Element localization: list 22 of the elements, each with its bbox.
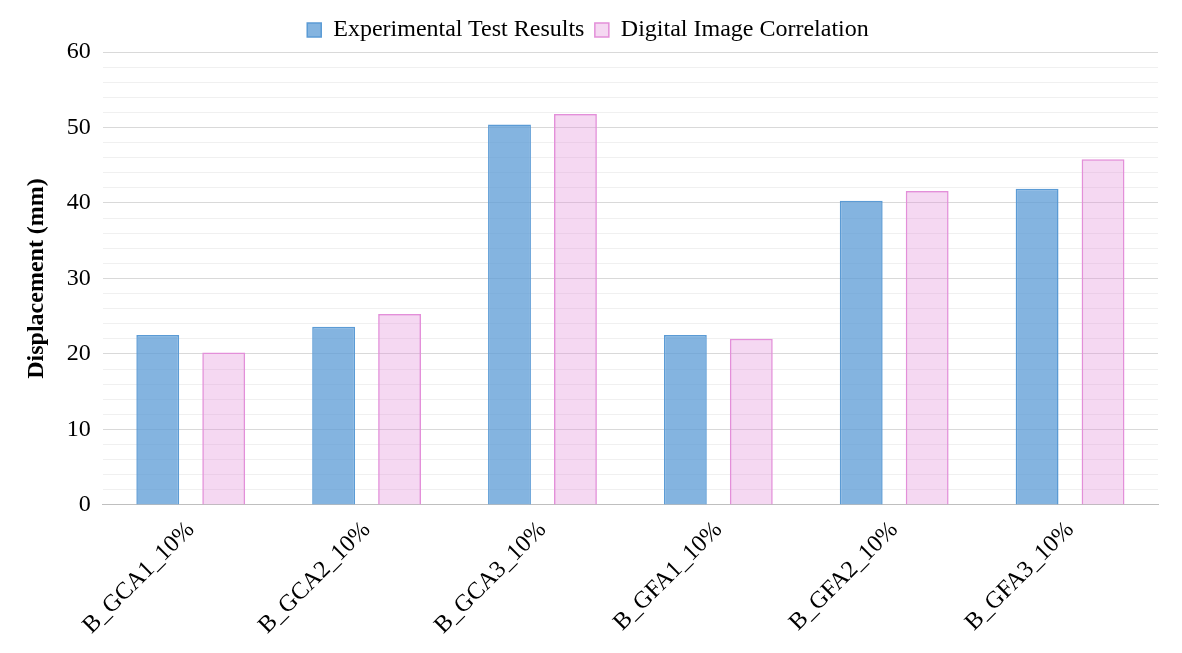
bar <box>312 326 356 505</box>
y-tick-label: 0 <box>78 490 91 517</box>
bar <box>1081 159 1125 505</box>
bar <box>839 200 883 505</box>
bar <box>663 335 707 505</box>
y-tick-label: 20 <box>66 339 91 366</box>
bar <box>905 190 949 505</box>
y-tick-label: 60 <box>66 37 91 64</box>
bar <box>202 352 246 505</box>
bar <box>729 338 773 505</box>
y-tick-label: 50 <box>66 112 91 139</box>
legend-label: Digital Image Correlation <box>620 15 869 42</box>
bar <box>1015 188 1059 505</box>
bar <box>554 113 597 505</box>
bar <box>136 335 180 505</box>
y-tick-label: 10 <box>66 414 91 441</box>
bar <box>378 313 422 505</box>
legend-label: Experimental Test Results <box>333 15 585 42</box>
y-tick-label: 30 <box>66 263 91 290</box>
y-axis-title: Displacement (mm) <box>21 178 48 379</box>
bar <box>488 124 531 505</box>
y-tick-label: 40 <box>66 188 91 215</box>
